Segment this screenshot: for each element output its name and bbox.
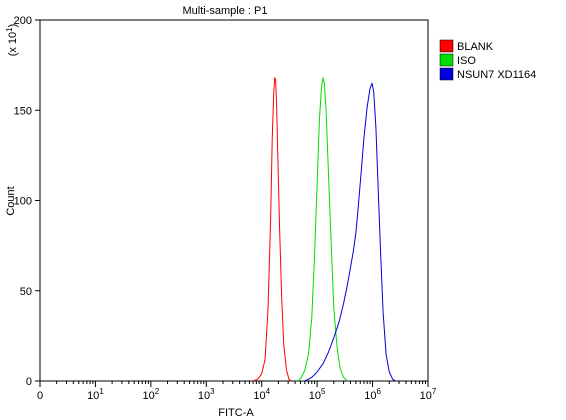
y-multiplier-label: (x 101) [5, 24, 19, 57]
x-tick-label: 104 [253, 387, 270, 402]
x-tick-label: 101 [87, 387, 104, 402]
x-tick-label: 102 [143, 387, 160, 402]
y-tick-label: 100 [14, 196, 32, 208]
x-tick-label: 107 [420, 387, 437, 402]
y-axis-ticks: 0 50 100 150 200 [14, 15, 40, 388]
legend-swatch [439, 67, 454, 81]
legend-label: ISO [457, 55, 476, 67]
legend-swatch [439, 53, 454, 67]
series-line-2 [304, 82, 396, 382]
y-tick-label: 150 [14, 105, 32, 117]
x-tick-label: 103 [198, 387, 215, 402]
legend-label: BLANK [457, 41, 494, 53]
chart-title: Multi-sample : P1 [183, 5, 268, 17]
series-line-1 [297, 77, 348, 382]
plot-area-frame [39, 19, 429, 382]
y-tick-label: 50 [20, 286, 32, 298]
legend-label: NSUN7 XD1164 [457, 69, 536, 81]
series-lines [252, 77, 396, 382]
legend-swatch [439, 39, 454, 53]
y-tick-label: 0 [26, 376, 32, 388]
y-axis-label: Count [5, 186, 17, 215]
x-axis-ticks: 0 101 102 103 104 105 106 107 [37, 381, 437, 402]
series-line-0 [252, 77, 292, 382]
x-tick-label: 0 [37, 390, 43, 402]
x-tick-label: 106 [364, 387, 381, 402]
x-axis-label: FITC-A [218, 407, 254, 419]
x-tick-label: 105 [309, 387, 326, 402]
y-tick-label: 200 [14, 15, 32, 27]
legend: BLANK ISO NSUN7 XD1164 [439, 39, 536, 81]
